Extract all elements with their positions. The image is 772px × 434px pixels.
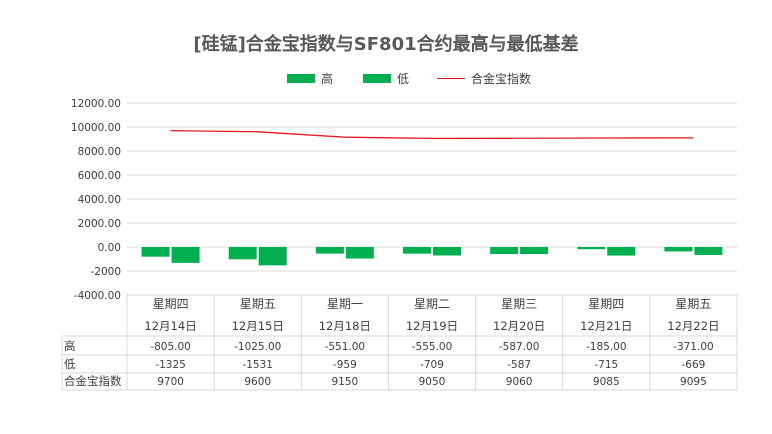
data-label: 9600 [244,376,271,388]
bar-high [228,247,257,260]
x-tick-weekday: 星期二 [414,297,450,311]
data-label: -555.00 [412,341,453,353]
x-tick-date: 12月21日 [580,319,632,333]
bar-high [403,247,431,254]
data-label: -1025.00 [234,341,281,353]
data-label: -805.00 [150,341,191,353]
legend-swatch-low [363,74,391,83]
x-tick-date: 12月22日 [667,319,719,333]
data-label: -1531 [242,359,273,371]
y-tick-label: 12000.00 [71,98,121,110]
x-tick-date: 12月15日 [232,319,284,333]
legend-item-high: 高 [287,70,333,87]
bar-low [171,247,200,263]
chart-title: [硅锰]合金宝指数与SF801合约最高与最低基差 [193,34,579,55]
bar-high [664,247,693,252]
bar-low [607,247,636,256]
data-label: 9060 [506,376,533,388]
data-label: -185.00 [586,341,627,353]
bar-high [490,247,519,255]
y-tick-label: 4000.00 [78,194,121,206]
bar-low [345,247,374,259]
y-tick-label: 2000.00 [78,218,121,230]
legend-label-index: 合金宝指数 [471,72,532,86]
data-label: 9050 [419,376,446,388]
legend: 高 低 合金宝指数 [0,70,772,90]
legend-item-low: 低 [363,70,409,87]
x-tick-weekday: 星期四 [588,297,624,311]
data-label: -587.00 [499,341,540,353]
y-tick-label: 10000.00 [71,122,121,134]
data-label: 9150 [331,376,358,388]
x-tick-weekday: 星期五 [675,297,711,311]
bar-high [577,247,606,250]
x-tick-weekday: 星期四 [153,297,189,311]
table-row-label: 低 [64,357,76,371]
y-tick-label: -2000 [90,266,121,278]
bar-low [694,247,723,256]
y-tick-label: 8000.00 [78,146,121,158]
series-line-index [170,129,694,140]
bar-high [315,247,344,254]
x-tick-date: 12月14日 [144,319,196,333]
legend-swatch-high [287,74,315,83]
legend-label-high: 高 [321,72,334,86]
data-label: 9700 [157,376,184,388]
data-label: 9095 [680,376,707,388]
x-tick-weekday: 星期一 [327,297,363,311]
table-row-label: 高 [64,339,76,353]
data-label: 9085 [593,376,620,388]
x-tick-weekday: 星期五 [240,297,276,311]
table-row-label: 合金宝指数 [64,374,122,388]
data-label: -551.00 [325,341,366,353]
y-tick-label: 0.00 [98,242,121,254]
y-tick-label: -4000.00 [74,290,121,302]
bar-low [520,247,549,255]
legend-label-low: 低 [397,72,410,86]
data-label: -669 [682,359,706,371]
bar-high [141,247,170,257]
data-label: -715 [594,359,618,371]
data-label: -587 [507,359,531,371]
legend-item-index: 合金宝指数 [437,70,531,87]
bar-low [433,247,461,256]
x-tick-date: 12月19日 [406,319,458,333]
y-tick-label: 6000.00 [78,170,121,182]
x-tick-weekday: 星期三 [501,297,537,311]
x-tick-date: 12月20日 [493,319,545,333]
data-label: -959 [333,359,357,371]
data-label: -1325 [155,359,186,371]
data-label: -371.00 [673,341,714,353]
x-tick-date: 12月18日 [319,319,371,333]
data-label: -709 [420,359,444,371]
legend-swatch-index [437,78,465,79]
bar-low [258,247,287,266]
